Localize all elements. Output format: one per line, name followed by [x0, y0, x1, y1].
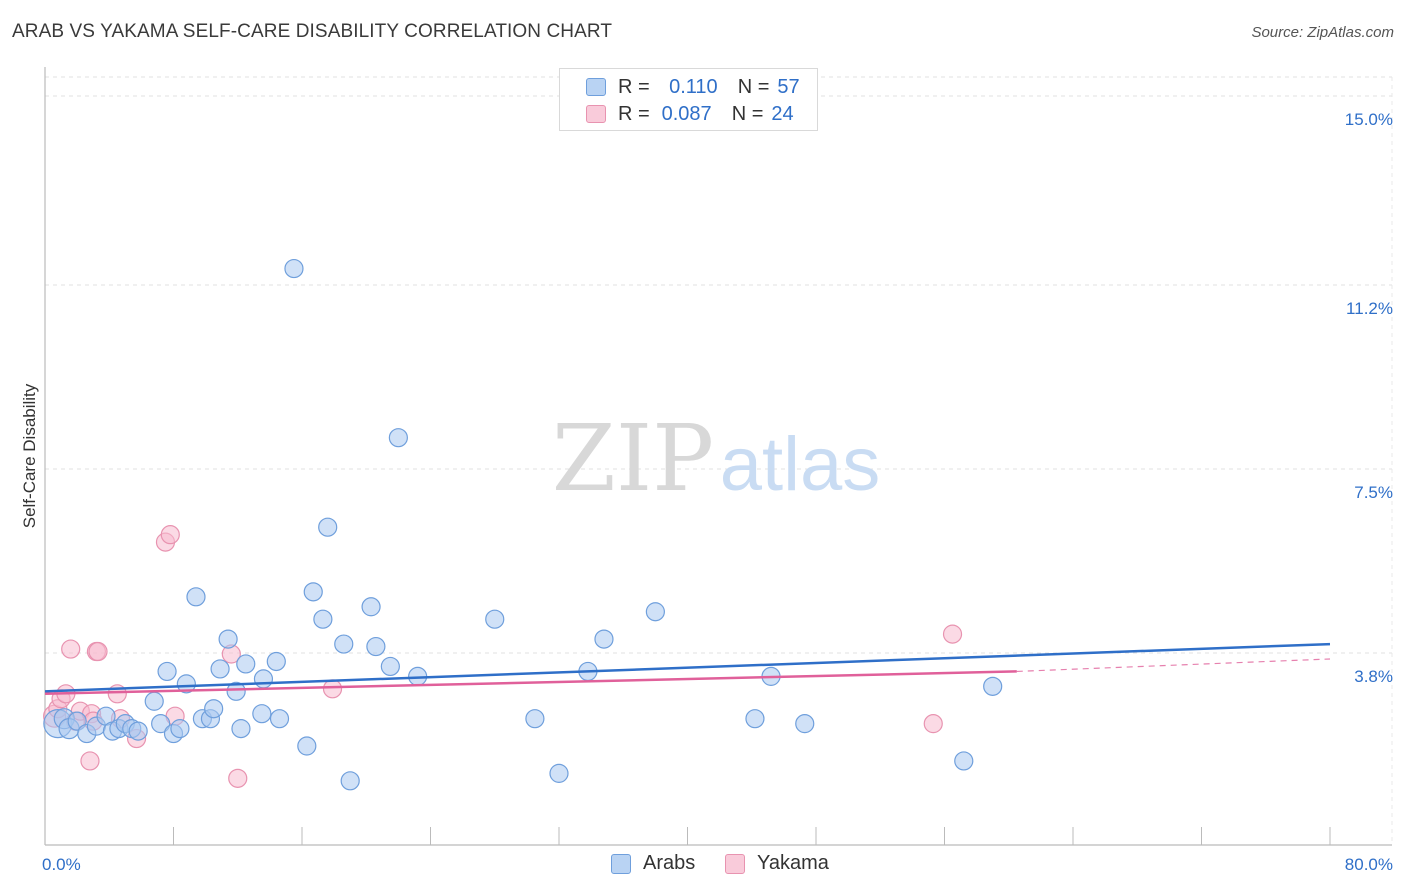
legend-swatch-yakama — [725, 853, 745, 874]
legend-swatch-arabs — [586, 78, 606, 96]
arabs-trend-line — [44, 642, 1331, 693]
legend-row-yakama: R = 0.087 N = 24 — [586, 101, 794, 127]
arabs-point — [388, 428, 408, 448]
legend-item-yakama[interactable]: Yakama — [725, 852, 829, 875]
arabs-point — [983, 676, 1003, 696]
yakama-point — [80, 751, 100, 771]
arabs-point — [218, 629, 238, 649]
yakama-point — [228, 768, 248, 788]
legend-n-label: N = — [737, 75, 770, 98]
watermark-atlas: atlas — [720, 422, 881, 507]
arabs-point — [954, 751, 974, 771]
arabs-point — [226, 681, 246, 701]
x-tick-labels: 0.0% 80.0% — [42, 855, 1393, 874]
arabs-points — [43, 258, 1003, 791]
y-axis-label: Self-Care Disability — [20, 383, 39, 528]
legend-n-value: 57 — [777, 75, 800, 98]
arabs-point — [318, 517, 338, 537]
watermark-zip: ZIP — [552, 405, 714, 512]
legend-row-arabs: R = 0.110 N = 57 — [586, 74, 800, 100]
legend-n-label: N = — [731, 102, 764, 125]
arabs-point — [549, 763, 569, 783]
arabs-point — [204, 699, 224, 719]
arabs-point — [284, 258, 304, 279]
correlation-legend: R = 0.110 N = 57 R = 0.087 N = 24 — [559, 68, 818, 131]
yakama-point — [61, 639, 81, 659]
arabs-point — [380, 656, 400, 677]
arabs-point — [334, 634, 354, 654]
arabs-point — [269, 709, 290, 729]
arabs-point — [795, 714, 815, 734]
y-tick-label: 15.0% — [1345, 110, 1393, 129]
legend-r-label: R = — [618, 75, 650, 98]
arabs-point — [594, 629, 614, 649]
arabs-point — [745, 709, 765, 729]
arabs-point — [485, 609, 505, 629]
yakama-trend-extension — [1016, 658, 1331, 673]
yakama-trend-line — [44, 670, 1017, 696]
chart-title: ARAB VS YAKAMA SELF-CARE DISABILITY CORR… — [12, 21, 613, 42]
legend-n-value: 24 — [771, 102, 794, 125]
y-tick-label: 7.5% — [1354, 483, 1393, 502]
x-tick-label: 0.0% — [42, 855, 81, 874]
yakama-point — [160, 525, 180, 545]
yakama-point — [322, 679, 343, 699]
arabs-point — [252, 704, 272, 724]
arabs-point — [176, 674, 196, 694]
legend-swatch-arabs — [611, 853, 631, 874]
legend-r-label: R = — [618, 102, 650, 125]
arabs-point — [361, 597, 381, 617]
y-tick-label: 11.2% — [1346, 299, 1393, 318]
arabs-point — [170, 719, 190, 739]
y-tick-label: 3.8% — [1354, 667, 1393, 686]
arabs-point — [253, 669, 274, 689]
arabs-point — [128, 721, 148, 741]
legend-label-arabs: Arabs — [643, 852, 696, 874]
arabs-point — [297, 736, 317, 756]
legend-swatch-yakama — [586, 105, 606, 123]
arabs-point — [366, 636, 386, 657]
y-tick-labels: 3.8% 7.5% 11.2% 15.0% — [1345, 110, 1393, 686]
legend-label-yakama: Yakama — [757, 852, 829, 874]
arabs-point — [157, 661, 177, 682]
legend-r-value: 0.110 — [669, 75, 718, 98]
arabs-point — [525, 709, 545, 729]
arabs-point — [210, 659, 230, 679]
arabs-point — [236, 654, 256, 674]
x-tick-label: 80.0% — [1345, 855, 1393, 874]
yakama-point — [88, 641, 108, 662]
yakama-point — [942, 624, 963, 644]
arabs-point — [151, 714, 171, 734]
arabs-point — [266, 651, 286, 672]
source-label: Source: ZipAtlas.com — [1251, 24, 1394, 41]
arabs-point — [186, 587, 206, 607]
yakama-points — [43, 525, 963, 788]
series-legend: Arabs Yakama — [0, 852, 1406, 878]
legend-r-value: 0.087 — [661, 102, 712, 125]
arabs-point — [313, 609, 333, 629]
arabs-point — [340, 771, 360, 791]
arabs-point — [231, 719, 251, 739]
yakama-point — [923, 714, 943, 734]
arabs-point — [645, 602, 665, 622]
arabs-point — [144, 691, 164, 711]
legend-item-arabs[interactable]: Arabs — [611, 852, 695, 875]
arabs-point — [303, 582, 323, 602]
trend-lines — [44, 642, 1331, 696]
